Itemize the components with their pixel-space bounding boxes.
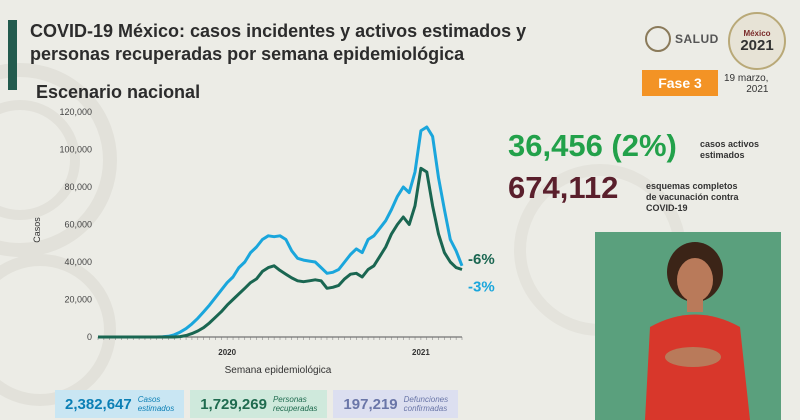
y-tick-label: 40,000	[64, 257, 92, 267]
salud-logo-text: SALUD	[675, 32, 719, 46]
y-tick-label: 0	[87, 332, 92, 342]
sign-language-interpreter	[595, 232, 781, 420]
active-cases-value: 36,456 (2%)	[508, 128, 677, 163]
vaccination-label: esquemas completos de vacunación contra …	[646, 181, 786, 214]
recovered-value: 1,729,269	[200, 395, 267, 413]
report-date-line2: 2021	[746, 84, 769, 95]
x-axis-label: Semana epidemiológica	[225, 365, 332, 376]
estimated-cases-label-1: Casos	[137, 395, 161, 404]
recovered-box: 1,729,269 Personas recuperadas	[190, 390, 328, 418]
estimated-cases-box: 2,382,647 Casos estimados	[55, 390, 185, 418]
salud-logo: SALUD	[645, 26, 719, 52]
vaccination-value: 674,112	[508, 170, 619, 205]
year-badge: México 2021	[728, 12, 786, 70]
y-tick-label: 100,000	[59, 145, 92, 155]
deaths-label: Defunciones confirmadas	[404, 395, 448, 413]
report-date-line1: 19 marzo,	[724, 73, 769, 84]
cases-line-chart: Casos 0 20,000 40,000 60,000 80,000 100,000 12…	[32, 107, 495, 376]
page-subtitle: Escenario nacional	[36, 82, 201, 102]
deaths-box: 197,219 Defunciones confirmadas	[333, 390, 459, 418]
report-date: 19 marzo, 2021	[724, 73, 768, 95]
deaths-value: 197,219	[343, 395, 398, 413]
active-cases-label-line2: estimados	[700, 150, 745, 160]
active-cases-label: casos activos estimados	[700, 139, 790, 161]
x-year-label: 2020	[218, 348, 236, 357]
active-cases-label-line1: casos activos	[700, 139, 760, 149]
series-line-1	[98, 166, 463, 339]
page-title: COVID-19 México: casos incidentes y acti…	[30, 21, 527, 64]
interpreter-figure	[645, 242, 750, 420]
y-tick-label: 20,000	[64, 295, 92, 305]
recovered-label: Personas recuperadas	[273, 395, 317, 413]
deaths-label-1: Defunciones	[403, 395, 449, 404]
recovered-label-1: Personas	[272, 395, 307, 404]
eagle-seal-icon	[645, 26, 671, 52]
series-end-label-1: -3%	[468, 279, 495, 296]
y-tick-label: 120,000	[59, 107, 92, 117]
x-year-label: 2021	[412, 348, 430, 357]
vaccination-label-line2: de vacunación contra	[646, 192, 739, 202]
estimated-cases-value: 2,382,647	[65, 395, 132, 413]
year-badge-country: México	[743, 29, 771, 38]
title-accent-bar	[8, 20, 17, 90]
series-line-0	[98, 125, 464, 339]
year-badge-year: 2021	[740, 37, 774, 54]
vaccination-label-line3: COVID-19	[646, 203, 688, 213]
vaccination-label-line1: esquemas completos	[646, 181, 738, 191]
estimated-cases-label: Casos estimados	[138, 395, 174, 413]
summary-bar: 2,382,647 Casos estimados 1,729,269 Perso…	[55, 390, 459, 418]
y-tick-label: 60,000	[64, 220, 92, 230]
estimated-cases-label-2: estimados	[137, 404, 175, 413]
recovered-label-2: recuperadas	[272, 404, 318, 413]
deaths-label-2: confirmadas	[403, 404, 448, 413]
y-axis-label: Casos	[32, 217, 42, 243]
y-tick-label: 80,000	[64, 182, 92, 192]
series-end-label-0: -6%	[468, 251, 495, 268]
phase-badge: Fase 3	[642, 70, 718, 96]
